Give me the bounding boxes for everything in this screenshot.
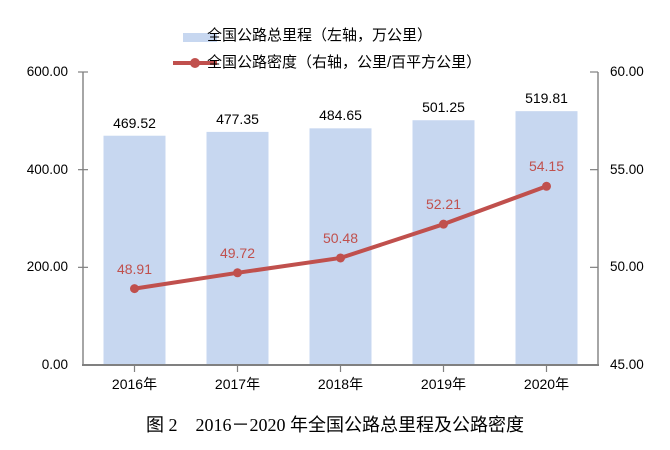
x-axis-category-label: 2019年 (420, 376, 467, 392)
line-marker-2019年 (439, 219, 448, 229)
right-axis-tick-label: 50.00 (610, 259, 644, 275)
line-value-label: 49.72 (219, 244, 256, 261)
bar-2016年 (103, 135, 166, 365)
chart-caption: 图 2 2016－2020 年全国公路总里程及公路密度 (146, 415, 524, 435)
right-axis-tick-label: 60.00 (610, 64, 644, 79)
bar-value-label: 519.81 (525, 90, 568, 107)
line-marker-2020年 (542, 181, 551, 191)
right-axis-tick-label: 45.00 (610, 357, 644, 372)
legend-item-label: 全国公路总里程（左轴，万公里） (207, 27, 433, 44)
line-value-label: 54.15 (528, 158, 565, 175)
left-axis-tick-label: 200.00 (26, 259, 68, 275)
line-value-label: 48.91 (116, 260, 153, 277)
bar-value-label: 484.65 (319, 107, 362, 124)
line-value-label: 50.48 (322, 229, 359, 246)
line-marker-2018年 (336, 253, 345, 263)
x-axis-category-label: 2017年 (214, 376, 261, 392)
bar-2019年 (412, 120, 475, 365)
bar-series-swatch-icon (183, 33, 217, 42)
line-value-label: 52.21 (425, 196, 462, 213)
left-axis-tick-label: 0.00 (41, 357, 68, 372)
bar-2018年 (309, 128, 372, 365)
bar-2020年 (515, 111, 578, 365)
left-axis-tick-label: 600.00 (26, 64, 68, 79)
x-axis-category-label: 2020年 (523, 376, 570, 392)
bar-value-label: 469.52 (113, 114, 156, 131)
x-axis-category-label: 2016年 (111, 376, 158, 392)
right-axis-tick-label: 55.00 (610, 161, 644, 177)
line-marker-2017年 (233, 268, 242, 278)
bar-value-label: 477.35 (216, 110, 259, 127)
line-marker-2016年 (130, 284, 139, 294)
x-axis-category-label: 2018年 (317, 376, 364, 392)
line-series-swatch-icon (173, 54, 217, 72)
legend-item-label: 全国公路密度（右轴，公里/百平方公里） (207, 54, 482, 71)
bar-value-label: 501.25 (422, 99, 465, 116)
left-axis-tick-label: 400.00 (26, 161, 68, 177)
bar-2017年 (206, 131, 269, 365)
